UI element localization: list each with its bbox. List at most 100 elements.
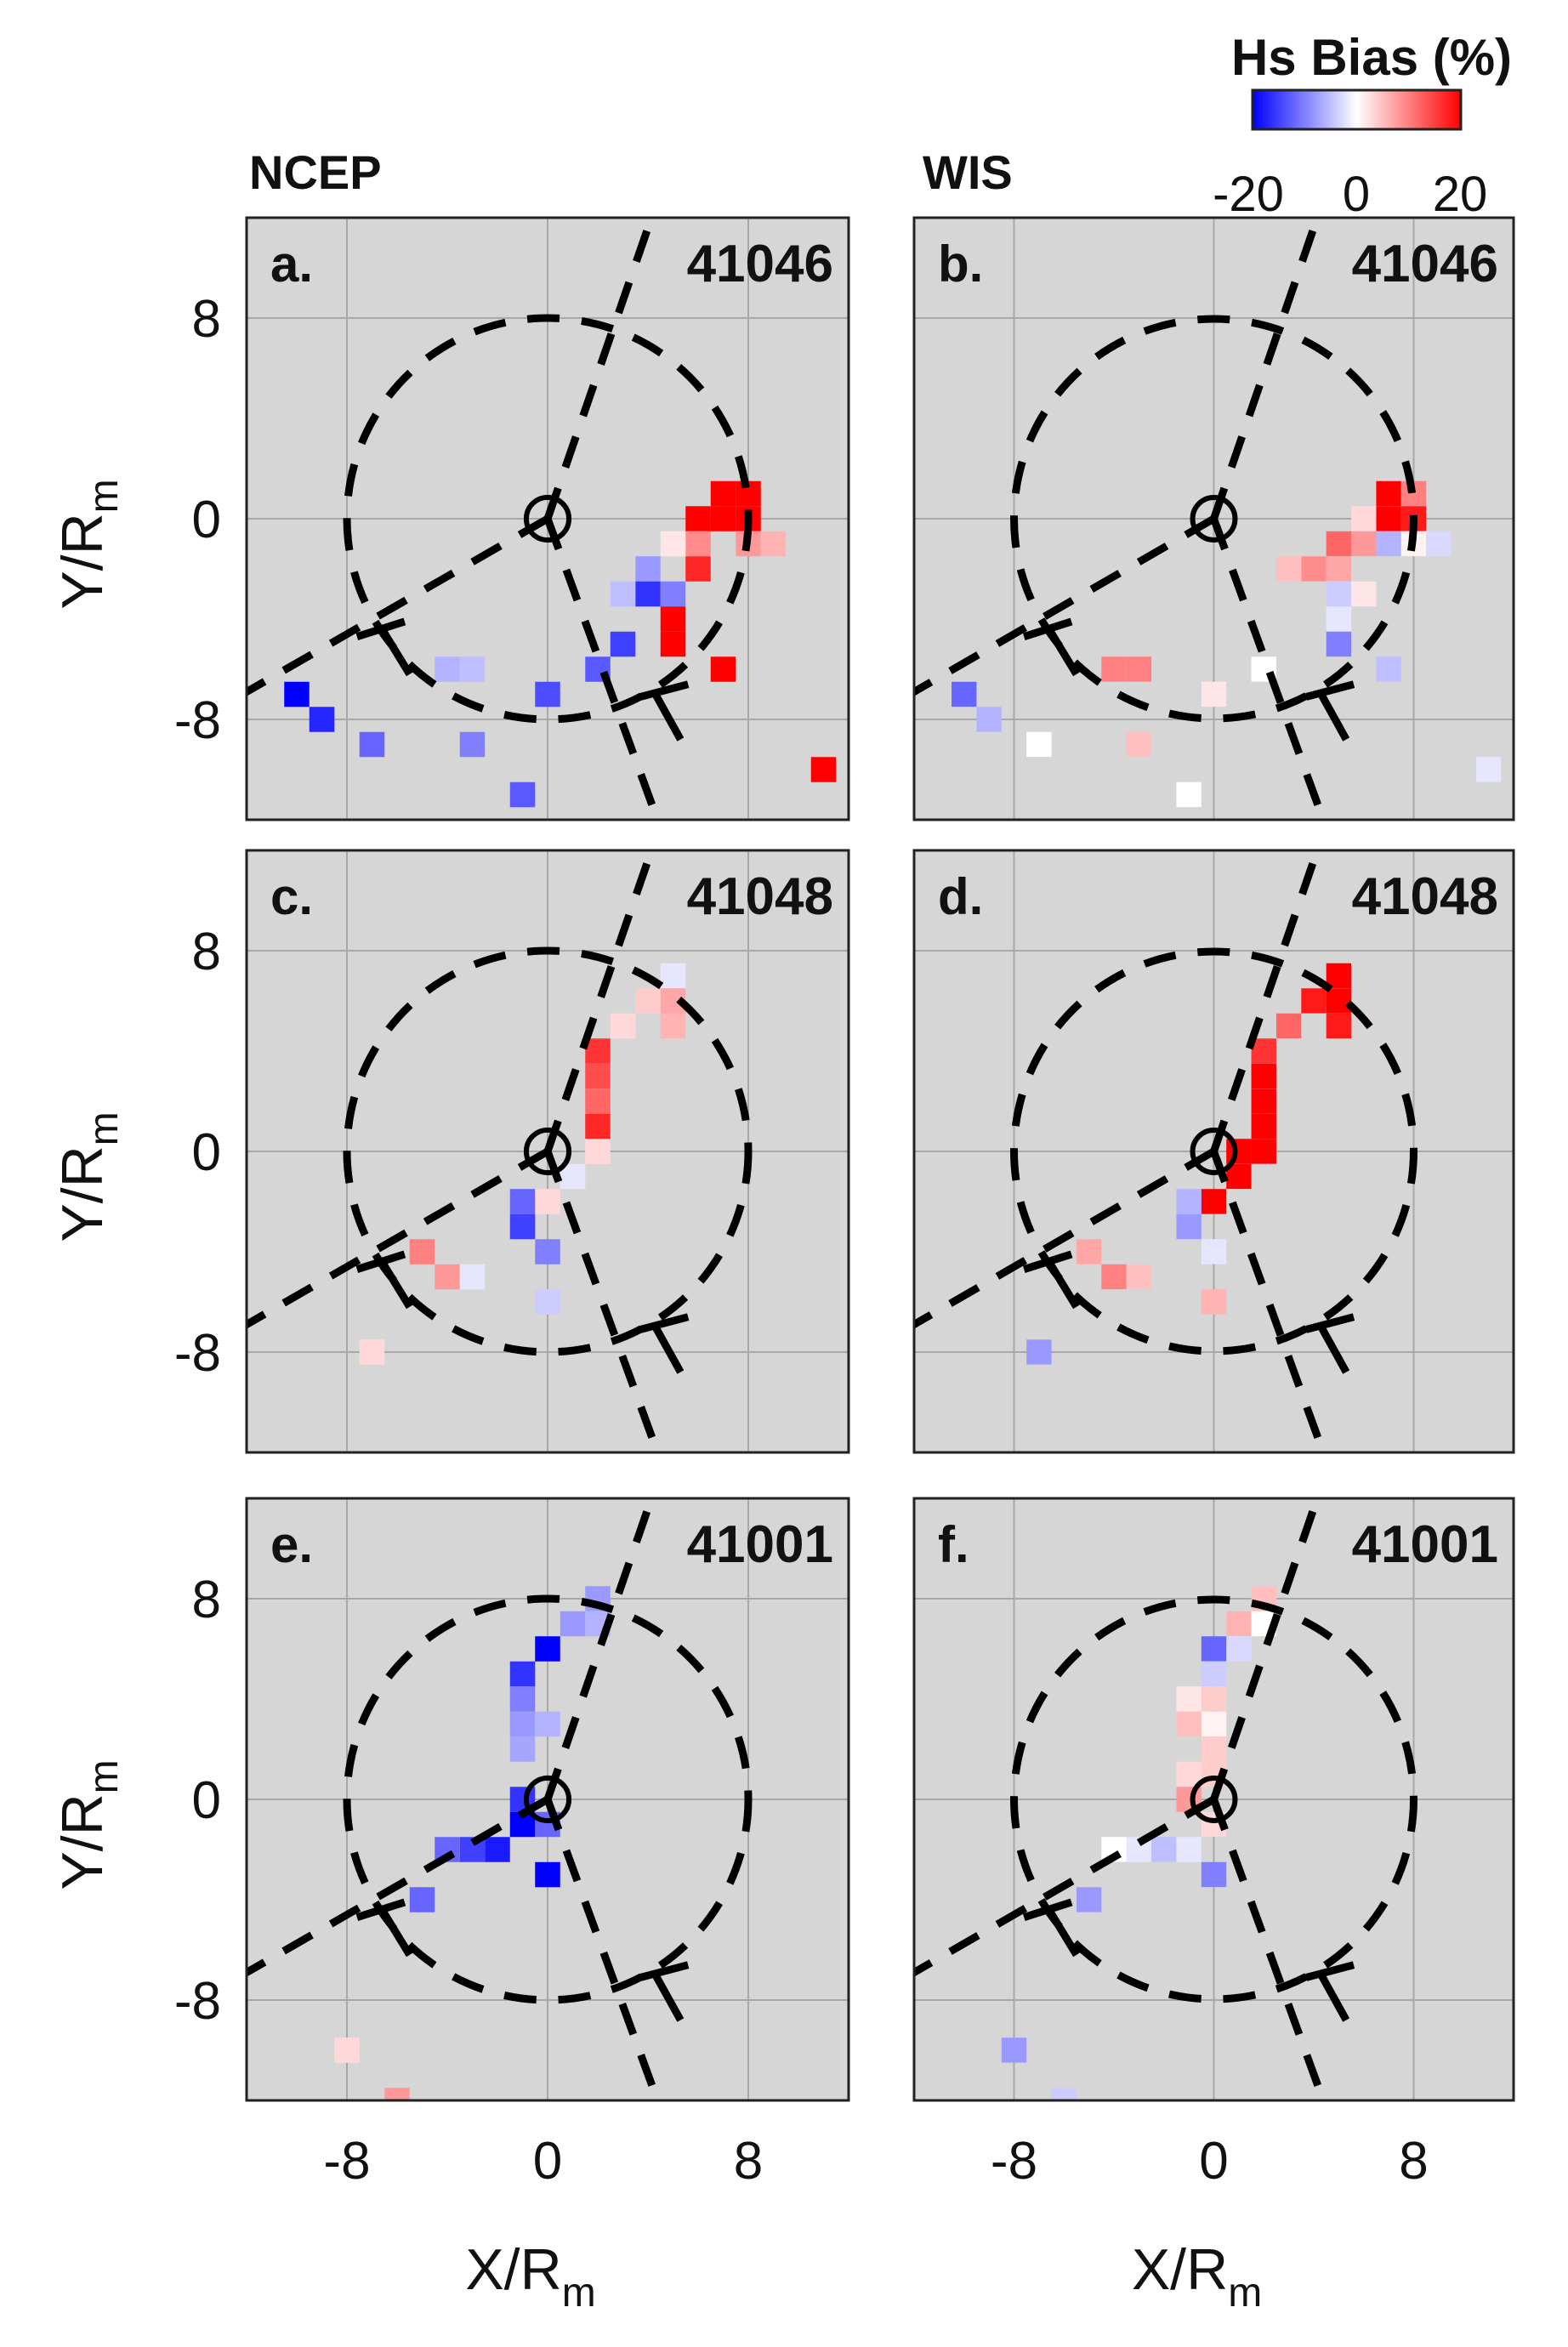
tick-mark-left <box>355 1250 406 1273</box>
heatmap-cells <box>359 963 686 1365</box>
heatmap-cell <box>660 963 686 989</box>
x-tick-label: 8 <box>734 2132 763 2191</box>
heatmap-cell <box>1176 1686 1202 1712</box>
buoy-id: 41048 <box>1352 867 1498 926</box>
x-tick-label: 8 <box>1399 2132 1428 2191</box>
heatmap-cell <box>1176 1837 1202 1862</box>
heatmap-cell <box>334 2037 360 2063</box>
panel-letter: c. <box>270 868 313 925</box>
heatmap-cell <box>1176 781 1202 808</box>
x-tick-label: 0 <box>533 2132 562 2191</box>
colorbar-tick-label-neg20: -20 <box>1213 167 1284 222</box>
heatmap-cell <box>1251 1113 1276 1139</box>
heatmap-cell <box>1376 531 1401 557</box>
track-line-left <box>247 515 550 696</box>
heatmap-cells <box>284 480 837 808</box>
heatmap-cell <box>509 1661 536 1687</box>
heatmap-cell <box>435 1264 460 1290</box>
heatmap-cell <box>660 531 686 557</box>
heatmap-cell <box>635 581 661 607</box>
storm-center-marker <box>1190 1128 1238 1175</box>
heatmap-cell <box>1251 1038 1276 1064</box>
panel-b: b. 41046 <box>912 216 1515 821</box>
radius-circle <box>1010 947 1417 1355</box>
colorbar-tick-label-20: 20 <box>1433 167 1488 222</box>
heatmap-cell <box>952 681 977 708</box>
heatmap-cell <box>535 1189 560 1214</box>
heatmap-cell <box>810 757 837 782</box>
heatmap-cell <box>1326 531 1352 557</box>
storm-center-marker <box>1190 495 1238 543</box>
heatmap-cell <box>585 1139 611 1164</box>
storm-overlay <box>247 1498 753 2100</box>
track-line-left <box>914 1796 1216 1977</box>
tick-mark-right <box>1305 1961 1355 1981</box>
heatmap-cell <box>1101 656 1127 682</box>
heatmap-cell <box>1226 1611 1252 1637</box>
heatmap-cell <box>1026 731 1052 758</box>
heatmap-cell <box>1201 1661 1227 1687</box>
tick-mark-left-b <box>378 627 413 677</box>
heatmap-cell <box>1226 1139 1252 1164</box>
tick-mark-right-b <box>1317 1973 1350 2022</box>
radius-circle <box>343 946 753 1356</box>
panel-e: e. 41001 -8 0 8 Y/Rm -8 0 8 X/Rm <box>50 1497 850 2316</box>
heatmap-cell <box>1201 1711 1227 1737</box>
x-axis-label: X/Rm <box>1132 2237 1262 2316</box>
y-tick-label: -8 <box>174 1324 221 1383</box>
storm-center-marker <box>523 1775 572 1824</box>
track-line-left <box>914 1148 1216 1329</box>
heatmap-cell <box>635 988 661 1014</box>
heatmap-cell <box>1326 963 1352 989</box>
heatmap-cell <box>509 1213 536 1240</box>
heatmap-cell <box>585 1113 611 1139</box>
radius-circle <box>1010 315 1417 723</box>
plot-frame <box>245 849 850 1454</box>
heatmap-cell <box>1201 1239 1227 1264</box>
plot-frame <box>912 1497 1515 2102</box>
tick-mark-right-b <box>1317 692 1350 742</box>
heatmap-cell <box>635 556 661 582</box>
radius-circle <box>343 1594 753 2004</box>
heatmap-cell <box>1301 988 1327 1014</box>
heatmap-cell <box>585 1038 611 1064</box>
y-axis-label: Y/Rm <box>50 1759 127 1890</box>
panel-a: a. 41046 -8 0 8 Y/Rm <box>50 216 850 821</box>
panel-letter: e. <box>270 1516 313 1573</box>
tick-mark-left <box>355 1898 406 1921</box>
tick-mark-left <box>355 617 406 640</box>
tick-mark-right <box>1305 680 1355 701</box>
tick-mark-left-b <box>378 1259 413 1310</box>
heatmap-cell <box>1226 1636 1252 1662</box>
x-axis-label: X/Rm <box>465 2237 595 2316</box>
tick-mark-right-b <box>651 692 685 742</box>
heatmap-cell <box>1301 556 1327 582</box>
heatmap-cell <box>1275 556 1302 582</box>
heatmap-cell <box>509 1686 536 1712</box>
plot-frame <box>912 216 1515 821</box>
plot-frame <box>912 849 1515 1454</box>
heatmap-cell <box>409 1239 435 1264</box>
heatmap-cell <box>1376 656 1401 682</box>
heatmap-cell <box>509 1711 536 1737</box>
heatmap-cell <box>535 1289 560 1315</box>
heatmap-cell <box>1326 556 1352 582</box>
heatmap-cell <box>535 1861 560 1888</box>
heatmap-cell <box>1201 681 1227 708</box>
heatmap-cell <box>585 1063 611 1089</box>
radius-circle <box>343 314 753 724</box>
heatmap-cell <box>1126 731 1152 758</box>
storm-center-marker <box>1190 1776 1238 1823</box>
heatmap-cell <box>1176 1711 1202 1737</box>
heatmap-cell <box>1351 506 1377 531</box>
colorbar-title: Hs Bias (%) <box>1231 29 1512 86</box>
heatmap-cell <box>1201 1736 1227 1762</box>
heatmap-cell <box>359 1339 385 1365</box>
column-header-wis: WIS <box>923 145 1013 199</box>
heatmap-cells <box>952 480 1502 808</box>
y-tick-label: -8 <box>174 691 221 750</box>
heatmap-cell <box>1376 480 1401 507</box>
buoy-id: 41048 <box>687 867 833 926</box>
heatmap-cell <box>535 681 560 708</box>
heatmap-cell <box>1201 1861 1227 1888</box>
